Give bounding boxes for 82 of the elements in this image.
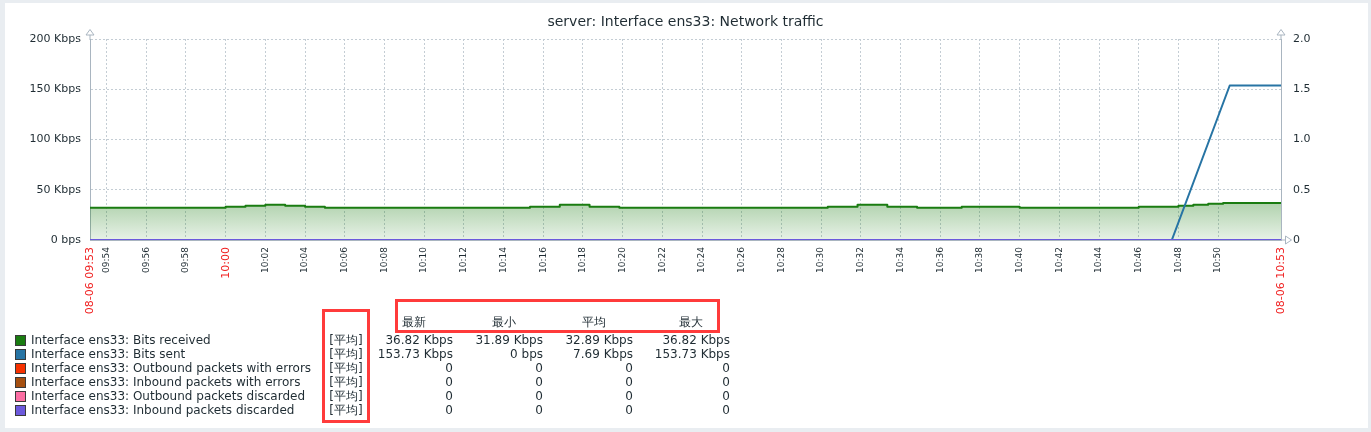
x-tick-label: 10:24	[696, 246, 707, 273]
text: 0	[444, 389, 453, 403]
text: 0	[534, 361, 543, 375]
text: 最大	[678, 315, 704, 329]
chart-title: server: Interface ens33: Network traffic	[547, 13, 824, 30]
text: 平均	[581, 315, 607, 329]
legend-label: Interface ens33: Bits sent	[31, 347, 186, 361]
x-tick-label: 10:16	[537, 246, 548, 273]
text: 36.82 Kbps	[661, 333, 730, 347]
x-tick-label: 10:04	[299, 246, 310, 273]
text: 0	[624, 375, 633, 389]
text: 0	[624, 361, 633, 375]
text: 0	[721, 403, 730, 417]
x-tick-label: 10:46	[1133, 246, 1144, 273]
text: 0	[534, 375, 543, 389]
text: 0	[444, 375, 453, 389]
x-tick-label: 10:08	[378, 246, 389, 273]
x-tick-label: 10:34	[894, 246, 905, 273]
x-tick-label: 10:02	[259, 247, 270, 273]
y2-tick-label: 0	[1293, 232, 1300, 246]
text: 0	[721, 389, 730, 403]
text: 0	[444, 361, 453, 375]
text: 0	[624, 389, 633, 403]
x-tick-label: 10:36	[934, 246, 945, 273]
legend-label: Interface ens33: Inbound packets with errors	[31, 375, 301, 389]
text: 36.82 Kbps	[384, 333, 453, 347]
x-tick-label: 08-06 10:53	[1273, 247, 1287, 315]
text: 0	[534, 389, 543, 403]
legend-label: Interface ens33: Inbound packets discarded	[31, 403, 295, 417]
y2-tick-label: 0.5	[1293, 182, 1311, 196]
x-tick-label: 10:12	[458, 247, 469, 273]
text: 最新	[401, 315, 427, 329]
text: 0	[721, 375, 730, 389]
x-tick-label: 10:38	[974, 246, 985, 273]
x-tick-label: 10:28	[775, 246, 786, 273]
legend-label: Interface ens33: Outbound packets with errors	[31, 361, 312, 375]
text: [平均]	[328, 389, 364, 403]
y2-tick-label: 2.0	[1293, 31, 1311, 45]
y-tick-label: 150 Kbps	[29, 82, 82, 96]
text: 0 bps	[509, 347, 543, 361]
x-tick-label: 10:30	[815, 246, 826, 273]
text: 0	[534, 403, 543, 417]
y-tick-label: 50 Kbps	[36, 182, 82, 196]
x-tick-label: 10:20	[616, 246, 627, 273]
x-tick-label: 10:22	[656, 247, 667, 273]
x-tick-label: 10:06	[339, 246, 350, 273]
text: 最小	[491, 315, 517, 329]
x-tick-label: 10:40	[1013, 246, 1024, 273]
x-tick-label: 09:58	[180, 246, 191, 273]
x-tick-label: 10:10	[418, 246, 429, 273]
text: 153.73 Kbps	[376, 347, 453, 361]
x-tick-label: 10:44	[1093, 246, 1104, 273]
x-tick-label: 10:18	[577, 246, 588, 273]
x-tick-label: 09:56	[140, 246, 151, 273]
y-tick-label: 100 Kbps	[29, 132, 82, 146]
y2-tick-label: 1.5	[1293, 82, 1311, 96]
text: 153.73 Kbps	[653, 347, 730, 361]
x-tick-label: 10:48	[1172, 246, 1183, 273]
legend-label: Interface ens33: Outbound packets discarded	[31, 389, 306, 403]
text: [平均]	[328, 333, 364, 347]
text: [平均]	[328, 361, 364, 375]
text: 0	[721, 361, 730, 375]
text: 0	[624, 403, 633, 417]
x-tick-label: 10:00	[218, 247, 232, 279]
y2-tick-label: 1.0	[1293, 132, 1311, 146]
x-tick-label: 09:54	[100, 246, 111, 273]
x-tick-label: 10:26	[736, 246, 747, 273]
y-tick-label: 0 bps	[50, 232, 82, 246]
text: 0	[444, 403, 453, 417]
text: 32.89 Kbps	[564, 333, 633, 347]
text: [平均]	[328, 347, 364, 361]
x-tick-label: 10:50	[1212, 246, 1223, 273]
y-tick-label: 200 Kbps	[29, 31, 82, 45]
x-tick-label: 08-06 09:53	[82, 247, 96, 315]
text: 31.89 Kbps	[474, 333, 543, 347]
x-tick-label: 10:32	[855, 247, 866, 273]
text: 7.69 Kbps	[572, 347, 633, 361]
text: [平均]	[328, 375, 364, 389]
legend-label: Interface ens33: Bits received	[31, 333, 211, 347]
x-tick-label: 10:14	[497, 246, 508, 273]
text: [平均]	[328, 403, 364, 417]
x-tick-label: 10:42	[1053, 247, 1064, 273]
